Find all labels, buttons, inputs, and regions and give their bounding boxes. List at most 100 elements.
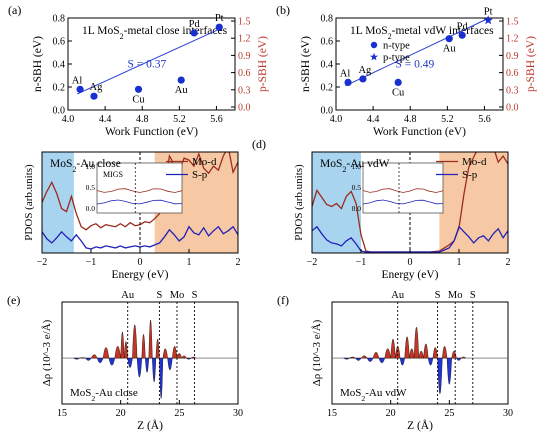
charge-accumulation-lobe bbox=[172, 346, 178, 359]
y2-tick-label: 1.2 bbox=[238, 34, 251, 45]
point-label: Cu bbox=[392, 87, 405, 98]
legend-marker bbox=[370, 41, 378, 49]
y-axis-label: PDOS (arb.units) bbox=[23, 164, 35, 241]
plot-frame bbox=[331, 301, 509, 405]
charge-depletion-lobe bbox=[427, 357, 434, 366]
charge-accumulation-lobe bbox=[181, 355, 187, 359]
point-label: Ag bbox=[358, 65, 372, 76]
inset-line-S-p bbox=[362, 199, 444, 205]
point-label: Cu bbox=[132, 94, 145, 105]
legend-label: S-p bbox=[192, 169, 208, 181]
x-tick-label: 20 bbox=[386, 408, 396, 419]
x-tick-label: 4.4 bbox=[367, 114, 380, 125]
layer-label: Mo bbox=[448, 290, 463, 301]
data-point bbox=[177, 76, 185, 84]
charge-accumulation-lobe bbox=[413, 326, 420, 359]
charge-depletion-lobe bbox=[85, 357, 92, 361]
point-label: Pt bbox=[484, 6, 493, 17]
y2-axis-label: p-SBH (eV) bbox=[257, 36, 269, 92]
y-tick-label: 0.2 bbox=[321, 83, 334, 94]
y-tick-label: 0.2 bbox=[53, 83, 66, 94]
data-point bbox=[90, 92, 98, 100]
charge-depletion-lobe bbox=[152, 357, 157, 382]
x-axis-label: Z (Å) bbox=[407, 418, 433, 432]
point-label: Pd bbox=[457, 21, 469, 32]
panel-label: (e) bbox=[7, 293, 20, 307]
data-point bbox=[134, 85, 143, 93]
charge-depletion-lobe bbox=[437, 357, 443, 394]
charge-accumulation-lobe bbox=[79, 357, 86, 359]
point-label: Au bbox=[175, 85, 189, 96]
y-tick-label: 0.0 bbox=[321, 106, 334, 117]
charge-accumulation-lobe bbox=[404, 336, 410, 359]
panel-b: (b) 4.0 4.4 4.8 5.2 5.6 0.0 0.2 0.4 0.6 0.8 1.5 1.2 0… bbox=[276, 3, 537, 138]
charge-accumulation-lobe bbox=[460, 356, 467, 359]
x-tick-label: −2 bbox=[37, 257, 48, 268]
x-tick-label: 4.0 bbox=[62, 114, 75, 125]
charge-accumulation-lobe bbox=[90, 354, 98, 359]
legend-label: S-p bbox=[462, 169, 478, 181]
data-point bbox=[359, 75, 367, 83]
charge-depletion-lobe bbox=[355, 357, 362, 361]
point-label: Pd bbox=[189, 19, 201, 30]
charge-accumulation-lobe bbox=[418, 350, 424, 359]
x-tick-label: 30 bbox=[233, 408, 243, 419]
data-point bbox=[483, 15, 493, 25]
data-point bbox=[76, 85, 84, 93]
panel-label: (f) bbox=[277, 293, 289, 307]
x-tick-label: 5.6 bbox=[478, 114, 491, 125]
y2-tick-label: 1.2 bbox=[506, 34, 519, 45]
x-tick-label: 4.0 bbox=[330, 114, 343, 125]
charge-depletion-lobe bbox=[73, 357, 81, 360]
charge-accumulation-lobe bbox=[114, 346, 121, 359]
charge-depletion-lobe bbox=[399, 357, 405, 366]
x-axis-label: Energy (eV) bbox=[382, 269, 439, 281]
chart-title: MoS2​-Au close bbox=[50, 158, 121, 174]
layer-label: S bbox=[435, 290, 441, 301]
charge-depletion-lobe bbox=[343, 357, 351, 360]
x-tick-label: 2 bbox=[506, 257, 511, 268]
charge-accumulation-lobe bbox=[372, 351, 380, 359]
y2-tick-label: 1.5 bbox=[238, 17, 251, 28]
x-tick-label: −1 bbox=[356, 257, 367, 268]
y-tick-label: 0.8 bbox=[53, 14, 66, 25]
inset-tick-label: 0.5 bbox=[86, 183, 96, 192]
y2-tick-label: 0.6 bbox=[238, 68, 251, 79]
inset-tick-label: 0.0 bbox=[86, 204, 96, 213]
inset-label: MIGS bbox=[103, 170, 123, 179]
panel-label: (a) bbox=[8, 3, 21, 17]
x-tick-label: 25 bbox=[174, 408, 184, 419]
fit-line bbox=[77, 27, 222, 95]
inset-line-S-p bbox=[96, 199, 183, 205]
charge-accumulation-lobe bbox=[176, 353, 182, 359]
data-point bbox=[190, 29, 198, 37]
point-label: Pt bbox=[215, 13, 224, 24]
x-tick-label: 4.4 bbox=[99, 114, 112, 125]
legend-label: n-type bbox=[383, 41, 410, 52]
x-tick-label: 0 bbox=[408, 257, 413, 268]
charge-accumulation-lobe bbox=[162, 348, 168, 359]
x-tick-label: 4.8 bbox=[136, 114, 149, 125]
series-line-S-p bbox=[312, 225, 508, 253]
legend-label: p-type bbox=[383, 53, 410, 64]
point-label: Au bbox=[443, 44, 457, 55]
charge-depletion-lobe bbox=[378, 357, 386, 364]
data-point bbox=[458, 31, 466, 39]
chart-title: 1L MoS2​-metal vdW interfaces bbox=[350, 25, 494, 41]
x-tick-label: 0 bbox=[138, 257, 143, 268]
x-tick-label: 20 bbox=[116, 408, 126, 419]
charge-depletion-lobe bbox=[446, 357, 452, 385]
y2-tick-label: 1.5 bbox=[506, 17, 519, 28]
y2-tick-label: 0.0 bbox=[506, 103, 519, 114]
x-axis-label: Z (Å) bbox=[137, 418, 163, 432]
charge-depletion-lobe bbox=[159, 357, 164, 399]
shaded-region bbox=[312, 152, 361, 253]
charge-accumulation-lobe bbox=[155, 338, 160, 359]
inset-box bbox=[362, 162, 444, 214]
charge-accumulation-lobe bbox=[432, 347, 438, 359]
charge-accumulation-lobe bbox=[409, 348, 415, 359]
panel-annotation: MoS2​-Au close bbox=[70, 387, 138, 403]
layer-label: Au bbox=[391, 290, 405, 301]
charge-depletion-lobe bbox=[456, 357, 462, 361]
